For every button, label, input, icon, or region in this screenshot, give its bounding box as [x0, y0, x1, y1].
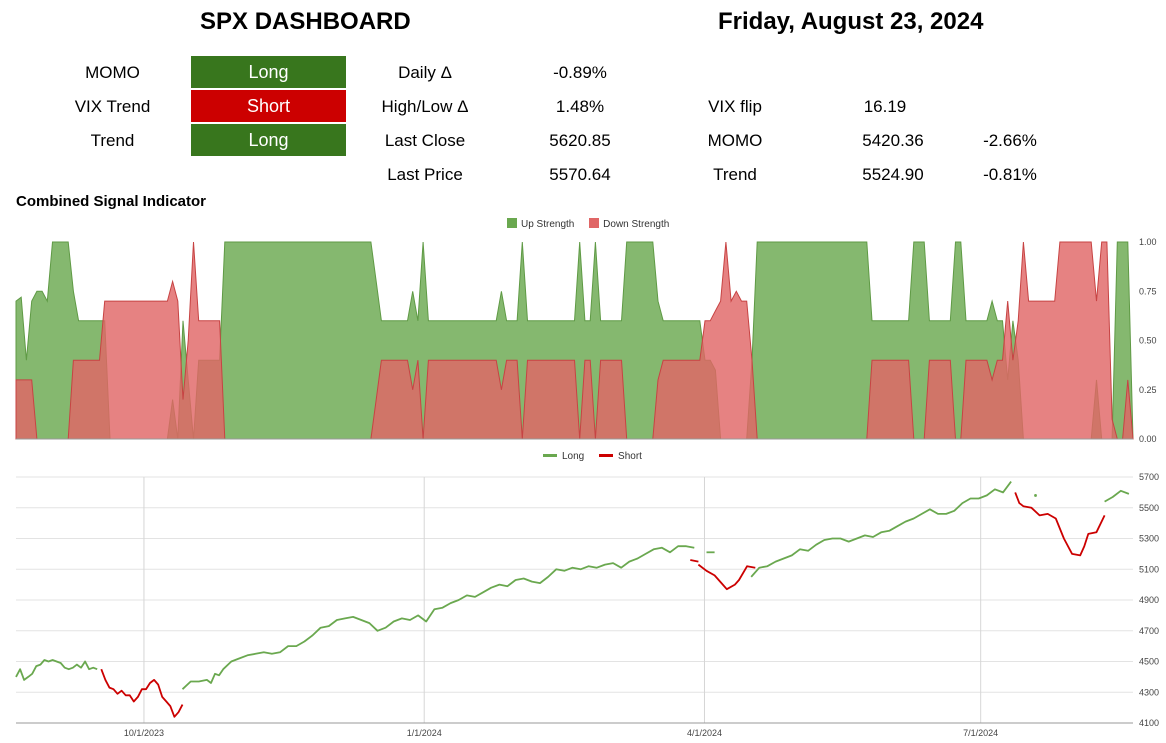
long-segment: [1104, 489, 1130, 503]
price-y-tick: 4300: [1139, 687, 1159, 697]
price-y-tick: 5300: [1139, 534, 1159, 544]
price-x-tick: 10/1/2023: [124, 728, 164, 738]
long-swatch: [543, 454, 557, 457]
down-strength-legend-label: Down Strength: [603, 219, 670, 230]
signal-badge-momo: Long: [191, 56, 346, 88]
trend-level-label: Trend: [713, 165, 757, 184]
short-segment: [697, 563, 756, 591]
indicator-y-tick: 0.00: [1139, 434, 1157, 444]
price-y-tick: 4500: [1139, 657, 1159, 667]
down-strength-area: [15, 241, 1134, 440]
price-legend: Long Short: [543, 451, 642, 462]
price-y-tick: 4900: [1139, 595, 1159, 605]
price-y-tick: 5700: [1139, 472, 1159, 482]
long-segment: [181, 545, 695, 690]
vix-flip-value: 16.19: [863, 97, 907, 116]
price-y-tick: 5500: [1139, 503, 1159, 513]
down-strength-swatch: [589, 218, 600, 228]
short-segment: [690, 559, 699, 563]
dashboard-date: Friday, August 23, 2024: [718, 8, 984, 35]
short-swatch: [599, 454, 614, 457]
indicator-y-tick: 0.50: [1139, 336, 1157, 346]
price-x-tick: 4/1/2024: [687, 728, 722, 738]
momo-level-pct: -2.66%: [983, 131, 1037, 150]
signal-badge-trend: Long: [191, 124, 346, 156]
up-strength-swatch: [507, 218, 517, 228]
last-close-value: 5620.85: [549, 131, 611, 150]
daily-delta-value: -0.89%: [553, 63, 607, 82]
short-legend-label: Short: [618, 451, 642, 462]
long-segment: [750, 481, 1012, 578]
dashboard-title: SPX DASHBOARD: [200, 8, 411, 35]
indicator-y-tick: 0.25: [1139, 385, 1157, 395]
price-y-tick: 4700: [1139, 626, 1159, 636]
signal-label-trend: Trend: [90, 131, 135, 150]
last-price-value: 5570.64: [549, 165, 611, 184]
signal-label-momo: MOMO: [85, 63, 140, 82]
price-y-tick: 4100: [1139, 718, 1159, 728]
highlow-delta-value: 1.48%: [555, 97, 605, 116]
daily-delta-label: Daily Δ: [398, 63, 452, 82]
long-legend-label: Long: [562, 451, 585, 462]
long-segment: [15, 659, 98, 681]
price-y-tick: 5100: [1139, 564, 1159, 574]
momo-level-value: 5420.36: [862, 131, 924, 150]
momo-level-label: MOMO: [707, 131, 763, 150]
price-x-tick: 1/1/2024: [407, 728, 442, 738]
highlow-delta-label: High/Low Δ: [381, 97, 469, 116]
indicator-section-title: Combined Signal Indicator: [16, 193, 207, 210]
up-strength-legend-label: Up Strength: [521, 219, 575, 230]
long-point: [1034, 494, 1037, 497]
spx-price-chart: 4100 4300 4500 4700 4900 5100 5300 5500 5700 10/1…: [15, 472, 1159, 738]
price-x-tick: 7/1/2024: [963, 728, 998, 738]
signal-label-vix-trend: VIX Trend: [74, 97, 151, 116]
indicator-y-tick: 1.00: [1139, 237, 1157, 247]
indicator-y-tick: 0.75: [1139, 286, 1157, 296]
combined-signal-chart: 0.00 0.25 0.50 0.75 1.00: [15, 237, 1157, 444]
trend-level-value: 5524.90: [862, 165, 924, 184]
vix-flip-label: VIX flip: [708, 97, 762, 116]
short-segment: [100, 668, 184, 718]
indicator-legend: Up Strength Down Strength: [507, 218, 669, 230]
short-segment: [1014, 492, 1106, 557]
signal-badge-vix-trend: Short: [191, 90, 346, 122]
trend-level-pct: -0.81%: [983, 165, 1037, 184]
last-close-label: Last Close: [384, 131, 466, 150]
last-price-label: Last Price: [387, 165, 463, 184]
